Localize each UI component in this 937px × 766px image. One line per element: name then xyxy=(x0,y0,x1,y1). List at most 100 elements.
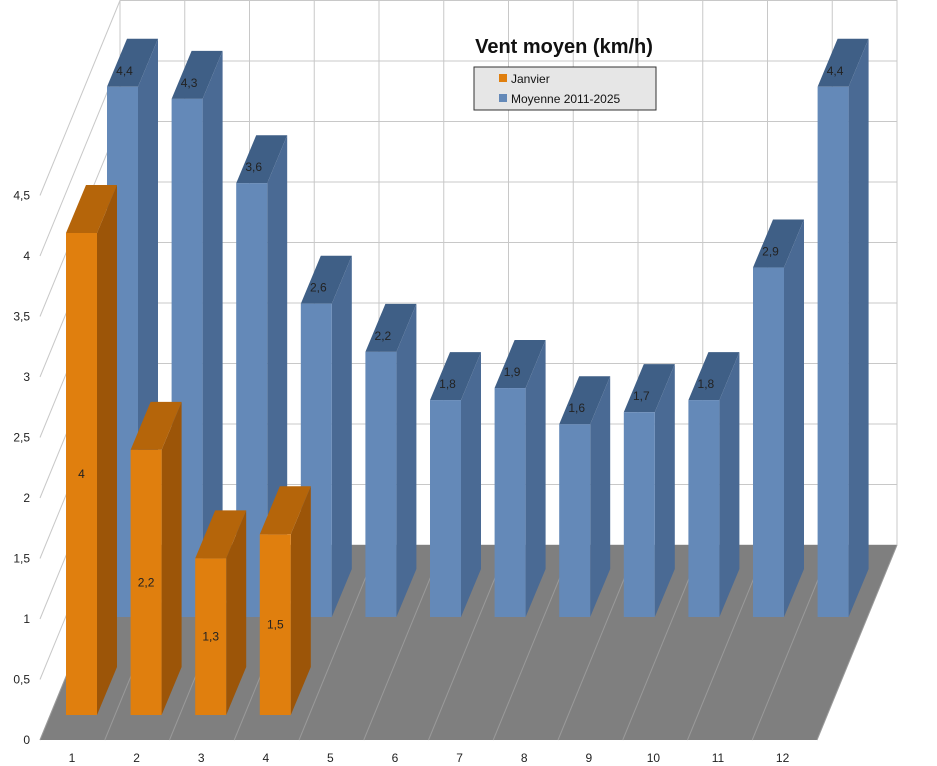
side-grid-line xyxy=(39,60,121,257)
side-grid-line xyxy=(39,0,121,196)
x-tick-label: 11 xyxy=(712,751,725,765)
legend-swatch-janvier xyxy=(499,74,507,82)
x-axis-tick-labels: 1 2 3 4 5 6 7 8 9 10 11 12 xyxy=(69,751,790,765)
y-tick-label: 3 xyxy=(23,370,30,384)
bar-moyenne-5-value-label: 2,2 xyxy=(375,329,392,343)
bar-janvier-2-value-label: 2,2 xyxy=(138,575,155,589)
bar-moyenne-6-side xyxy=(461,352,481,617)
bar-moyenne-12: 4,4 xyxy=(817,38,869,618)
bar-moyenne-8-front xyxy=(559,424,591,617)
bar-moyenne-9-front xyxy=(623,412,655,617)
series-moyenne-bars: 4,4 4,3 3,6 2,6 2,2 1,8 1,9 1,6 1,7 1,8 2,9 4,4 xyxy=(107,38,869,618)
bar-moyenne-7-front xyxy=(494,388,526,617)
bar-janvier-1: 4 xyxy=(66,185,117,715)
bar-moyenne-11-top xyxy=(753,219,804,268)
bar-moyenne-5-side xyxy=(396,303,417,617)
y-axis-tick-labels: 0 0,5 1 1,5 2 2,5 3 3,5 4 4,5 xyxy=(13,189,30,748)
bar-moyenne-3-value-label: 3,6 xyxy=(245,160,262,174)
bar-moyenne-7-side xyxy=(525,340,546,617)
bar-janvier-4-front xyxy=(259,534,291,715)
bar-moyenne-6-value-label: 1,8 xyxy=(439,377,456,391)
bar-moyenne-8-side xyxy=(590,376,611,617)
x-tick-label: 5 xyxy=(327,751,334,765)
bar-moyenne-8-value-label: 1,6 xyxy=(568,401,585,415)
bar-moyenne-9-side xyxy=(654,364,675,617)
bar-moyenne-2-side xyxy=(202,50,223,618)
bar-moyenne-7: 1,9 xyxy=(494,340,546,617)
bar-janvier-2-side xyxy=(161,401,182,715)
legend: Janvier Moyenne 2011-2025 xyxy=(473,66,657,111)
y-tick-label: 1 xyxy=(23,612,30,626)
bar-moyenne-1-top xyxy=(107,38,158,87)
y-tick-label: 0,5 xyxy=(13,673,30,687)
bar-moyenne-8: 1,6 xyxy=(559,376,611,617)
x-tick-label: 4 xyxy=(262,751,269,765)
bar-moyenne-2-value-label: 4,3 xyxy=(181,76,198,90)
bar-janvier-1-side xyxy=(97,185,117,715)
x-tick-label: 2 xyxy=(133,751,140,765)
bar-moyenne-5-top xyxy=(365,303,417,352)
bar-janvier-4-side xyxy=(290,486,311,715)
bar-moyenne-9-top xyxy=(623,364,675,413)
bar-moyenne-4-side xyxy=(331,255,352,617)
bar-janvier-2: 2,2 xyxy=(130,401,182,715)
bar-moyenne-10-front xyxy=(688,400,720,617)
x-tick-label: 7 xyxy=(456,751,463,765)
x-tick-label: 8 xyxy=(521,751,528,765)
x-tick-label: 3 xyxy=(198,751,205,765)
bar-moyenne-10: 1,8 xyxy=(688,352,740,617)
bar-moyenne-11-value-label: 2,9 xyxy=(762,245,779,259)
bar-janvier-3-value-label: 1,3 xyxy=(202,630,219,644)
bar-moyenne-4-value-label: 2,6 xyxy=(310,281,327,295)
y-tick-label: 4,5 xyxy=(13,189,30,203)
bar-moyenne-10-value-label: 1,8 xyxy=(698,377,715,391)
y-tick-label: 4 xyxy=(23,249,30,263)
y-tick-label: 0 xyxy=(23,733,30,747)
legend-swatch-moyenne xyxy=(499,94,507,102)
legend-label-moyenne: Moyenne 2011-2025 xyxy=(511,92,621,106)
bar-janvier-1-front xyxy=(66,233,97,715)
bar-moyenne-7-value-label: 1,9 xyxy=(504,365,521,379)
bar-moyenne-1-value-label: 4,4 xyxy=(116,64,133,78)
bar-janvier-4-value-label: 1,5 xyxy=(267,618,284,632)
bar-moyenne-5: 2,2 xyxy=(365,303,417,617)
bar-moyenne-12-value-label: 4,4 xyxy=(827,64,844,78)
bar-moyenne-6-front xyxy=(430,400,461,617)
x-tick-label: 12 xyxy=(776,751,790,765)
floor-line xyxy=(816,544,898,741)
chart-title: Vent moyen (km/h) xyxy=(475,36,653,58)
y-tick-label: 2,5 xyxy=(13,431,30,445)
x-tick-label: 9 xyxy=(585,751,592,765)
bar-moyenne-3-top xyxy=(236,135,288,184)
y-tick-label: 1,5 xyxy=(13,552,30,566)
bar-janvier-4: 1,5 xyxy=(259,486,311,715)
bar-moyenne-11: 2,9 xyxy=(753,219,804,618)
bar-janvier-2-top xyxy=(130,401,182,450)
bar-moyenne-11-front xyxy=(753,267,784,617)
bar-moyenne-12-side xyxy=(848,38,869,618)
bar-moyenne-11-side xyxy=(784,219,804,618)
bar-moyenne-10-top xyxy=(688,352,740,401)
bar-janvier-3: 1,3 xyxy=(195,510,247,715)
bar-moyenne-10-side xyxy=(719,352,740,617)
bar-janvier-3-front xyxy=(195,558,227,715)
bar-moyenne-9: 1,7 xyxy=(623,364,675,617)
bar-moyenne-2-top xyxy=(171,50,223,99)
bar-moyenne-6: 1,8 xyxy=(430,352,481,617)
bar-moyenne-12-front xyxy=(817,86,849,618)
legend-label-janvier: Janvier xyxy=(511,72,550,86)
bar-janvier-3-top xyxy=(195,510,247,559)
bar-janvier-1-top xyxy=(66,185,117,233)
bar-janvier-3-side xyxy=(226,510,247,715)
x-tick-label: 1 xyxy=(69,751,76,765)
bar-moyenne-9-value-label: 1,7 xyxy=(633,389,650,403)
bar-moyenne-4-top xyxy=(300,255,352,304)
x-tick-label: 6 xyxy=(392,751,399,765)
x-tick-label: 10 xyxy=(647,751,661,765)
bar-janvier-1-value-label: 4 xyxy=(78,467,85,481)
bar-moyenne-5-front xyxy=(365,351,397,617)
bar-janvier-4-top xyxy=(259,486,311,535)
bar-moyenne-2: 4,3 xyxy=(171,50,223,618)
bar-moyenne-8-top xyxy=(559,376,611,425)
